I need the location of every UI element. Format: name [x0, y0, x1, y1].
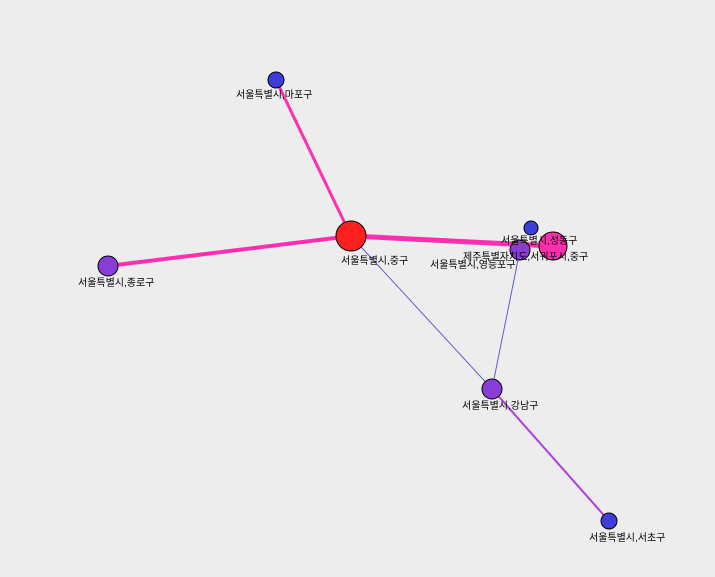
node-label: 서울특별시,강남구 [462, 400, 538, 412]
nodes-layer [98, 72, 617, 529]
node-label: 서울특별시,중구 [341, 255, 408, 267]
node-jongno[interactable] [98, 256, 118, 276]
node-label: 서울특별시,마포구 [236, 89, 312, 101]
network-graph: 서울특별시,마포구서울특별시,종로구 서울특별시,중구 서울특별시,성동구서울특별시… [0, 0, 715, 577]
node-label: 서울특별시,성동구 [501, 235, 577, 247]
node-cluster_b[interactable] [524, 221, 538, 235]
node-seocho[interactable] [601, 513, 617, 529]
node-label: 제주특별자치도,서귀포시,중구 [463, 251, 588, 263]
node-label: 서울특별시,서초구 [589, 532, 665, 544]
node-gangnam[interactable] [482, 379, 502, 399]
edges-layer [108, 80, 609, 521]
edge [276, 80, 351, 236]
edge [108, 236, 351, 266]
node-jung[interactable] [336, 221, 366, 251]
labels-layer: 서울특별시,마포구서울특별시,종로구 서울특별시,중구 서울특별시,성동구서울특별시… [78, 89, 665, 544]
node-label: 서울특별시,종로구 [78, 277, 154, 289]
node-mapo[interactable] [268, 72, 284, 88]
